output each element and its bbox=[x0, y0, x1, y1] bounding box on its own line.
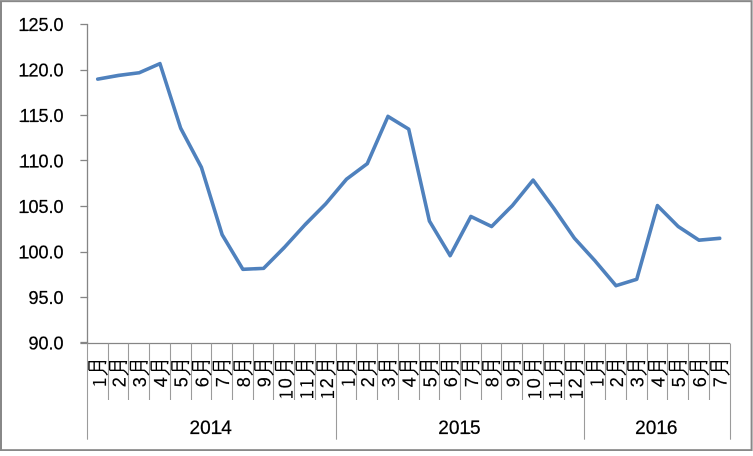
svg-text:2015: 2015 bbox=[438, 418, 480, 439]
svg-text:4: 4 bbox=[151, 377, 171, 387]
svg-text:4: 4 bbox=[400, 377, 420, 387]
svg-text:2: 2 bbox=[607, 377, 627, 387]
svg-text:7: 7 bbox=[213, 377, 233, 387]
svg-text:8: 8 bbox=[234, 377, 254, 387]
svg-text:5: 5 bbox=[172, 377, 192, 387]
svg-text:95.0: 95.0 bbox=[28, 288, 63, 308]
svg-text:4: 4 bbox=[648, 377, 668, 387]
svg-text:90.0: 90.0 bbox=[28, 334, 63, 354]
svg-text:3: 3 bbox=[628, 377, 648, 387]
svg-text:100.0: 100.0 bbox=[18, 243, 63, 263]
svg-text:6: 6 bbox=[192, 377, 212, 387]
svg-text:110.0: 110.0 bbox=[20, 152, 64, 172]
svg-text:2: 2 bbox=[358, 377, 378, 387]
svg-text:3: 3 bbox=[130, 377, 150, 387]
svg-text:8: 8 bbox=[483, 377, 503, 387]
svg-text:6: 6 bbox=[690, 377, 710, 387]
svg-text:7: 7 bbox=[711, 377, 731, 387]
svg-text:9: 9 bbox=[503, 377, 523, 387]
svg-text:115.0: 115.0 bbox=[20, 106, 64, 126]
svg-text:105.0: 105.0 bbox=[18, 197, 63, 217]
svg-text:5: 5 bbox=[669, 377, 689, 387]
svg-text:2016: 2016 bbox=[635, 418, 677, 439]
svg-text:5: 5 bbox=[420, 377, 440, 387]
svg-text:2: 2 bbox=[109, 377, 129, 387]
svg-text:120.0: 120.0 bbox=[18, 61, 63, 81]
svg-text:2: 2 bbox=[317, 378, 337, 388]
svg-text:3: 3 bbox=[379, 377, 399, 387]
svg-text:2: 2 bbox=[566, 378, 586, 388]
svg-text:2014: 2014 bbox=[190, 418, 233, 439]
svg-text:125.0: 125.0 bbox=[18, 15, 63, 35]
svg-text:0: 0 bbox=[524, 378, 544, 388]
svg-text:0: 0 bbox=[275, 378, 295, 388]
svg-text:9: 9 bbox=[255, 377, 275, 387]
svg-text:7: 7 bbox=[462, 377, 482, 387]
svg-text:6: 6 bbox=[441, 377, 461, 387]
